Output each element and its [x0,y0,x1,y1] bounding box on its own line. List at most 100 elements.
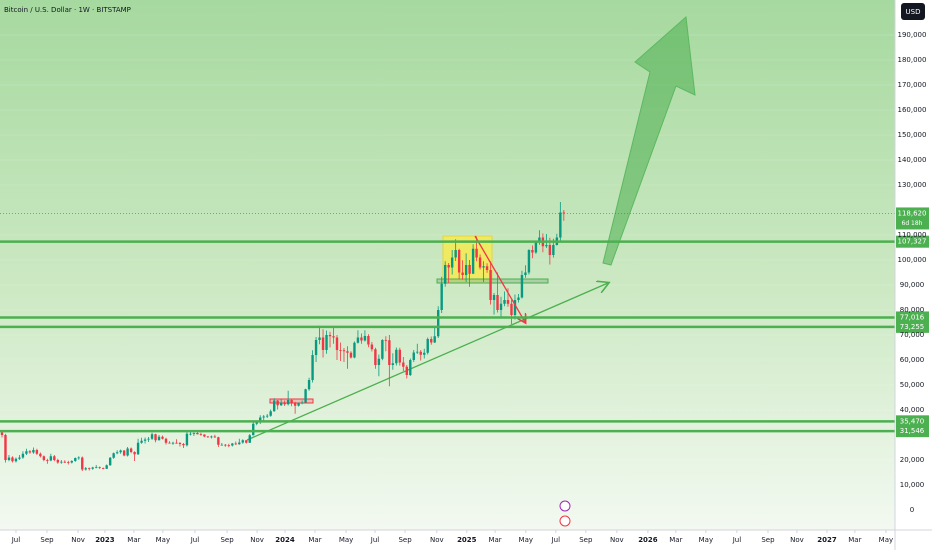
candle-body [367,336,370,345]
candle-body [492,295,496,300]
x-tick-label: Sep [220,536,234,544]
candle-body [220,444,224,446]
candle-body [248,435,251,443]
candle-body [548,245,552,255]
x-tick-label: Mar [488,536,501,544]
x-tick-label: Jul [370,536,380,544]
candle-body [252,423,255,436]
level-label: 107,327 [898,238,927,246]
event-icon[interactable] [559,515,571,527]
candle-body [154,434,157,441]
candle-body [262,416,265,418]
candle-body [238,442,241,445]
candle-body [304,389,307,403]
candle-body [192,433,196,434]
candle-body [405,366,408,375]
x-tick-label: May [156,536,170,544]
level-label-box [896,415,929,428]
candle-body [398,349,402,363]
candle-body [297,403,300,406]
currency-box[interactable] [901,3,925,20]
candle-body [171,442,175,444]
candle-body [412,352,415,360]
candle-body [506,300,510,304]
candle-body [384,340,388,341]
candle-body [311,355,314,380]
candle-body [133,452,136,455]
candle-body [272,400,276,412]
y-tick-label: 0 [910,506,914,514]
candle-body [224,444,227,446]
candle-body [293,403,297,406]
candle-body [259,417,262,423]
candle-body [112,453,115,458]
candle-body [325,335,328,350]
candle-body [307,380,311,390]
level-label: 73,255 [900,323,925,331]
candle-body [339,350,342,351]
x-tick-label: 2024 [275,536,295,544]
candles [0,202,566,471]
y-tick-label: 130,000 [898,181,927,189]
candle-body [150,434,154,439]
x-tick-label: Mar [308,536,321,544]
candle-body [314,340,318,355]
candle-body [461,272,464,275]
candle-body [84,468,87,470]
y-tick-label: 80,000 [900,306,925,314]
candle-body [98,467,101,469]
overlay [474,235,525,322]
candle-body [0,432,4,435]
candle-body [276,400,279,406]
candle-body [269,411,272,416]
candle-body [447,265,450,268]
countdown: 6d 18h [902,220,923,227]
candle-body [335,337,339,350]
candle-body [234,443,237,445]
currency[interactable]: USD [906,8,921,16]
candle-body [552,245,555,255]
candle-body [35,450,39,454]
x-tick-label: Sep [579,536,593,544]
candle-body [562,212,566,214]
candle-body [161,436,164,439]
candle-body [32,450,35,453]
candle-body [440,283,443,310]
candle-body [67,462,70,463]
candle-body [433,336,436,343]
x-tick-label: May [519,536,533,544]
candle-body [524,272,527,275]
candle-body [318,337,321,340]
candle-body [346,351,349,353]
x-tick-label: May [879,536,893,544]
range-box [436,278,549,284]
candle-body [126,448,129,456]
candle-body [129,448,133,452]
candle-body [534,242,538,253]
x-tick-label: Nov [250,536,264,544]
candle-body [321,337,325,350]
candle-body [527,250,531,273]
candle-body [300,402,304,404]
candle-body [520,275,524,298]
event-icon[interactable] [559,500,571,512]
x-tick-label: 2025 [457,536,477,544]
candle-body [377,358,381,365]
y-tick-label: 70,000 [900,331,925,339]
candle-body [25,451,28,454]
candle-body [206,436,210,438]
candle-body [88,468,91,470]
candle-body [443,265,447,284]
candle-body [402,362,405,367]
highlight-box [442,235,493,284]
candle-body [496,295,499,310]
candle-body [210,436,213,438]
y-tick-label: 90,000 [900,281,925,289]
candle-body [283,402,286,405]
candle-body [395,349,398,364]
candle-body [115,452,119,454]
candle-body [485,266,489,270]
candle-body [370,344,374,350]
candle-body [39,453,42,457]
candle-body [147,438,150,440]
